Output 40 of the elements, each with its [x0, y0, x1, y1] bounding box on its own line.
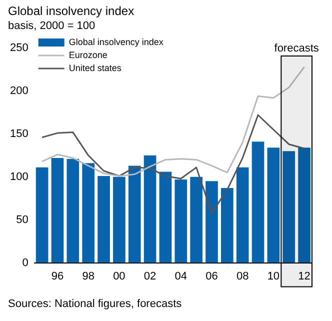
bar: [190, 176, 202, 263]
bar: [98, 176, 110, 263]
bar: [174, 179, 188, 263]
y-tick-label: 0: [22, 256, 28, 269]
x-tick-label: 04: [174, 270, 188, 282]
bar: [66, 158, 80, 263]
y-tick-label: 50: [16, 214, 28, 226]
y-tick-label: 150: [10, 128, 28, 140]
y-tick-label: 250: [10, 42, 28, 54]
bar: [282, 151, 296, 263]
source-note: Sources: National figures, forecasts: [8, 298, 182, 310]
bar: [82, 163, 95, 263]
x-tick-label: 00: [113, 270, 126, 282]
x-tick-label: 06: [206, 270, 218, 282]
x-tick-label: 02: [144, 270, 156, 282]
legend-label: Eurozone: [68, 50, 108, 60]
bar: [267, 148, 280, 263]
bar: [36, 167, 48, 263]
x-tick-label: 10: [267, 270, 280, 282]
chart-subtitle: basis, 2000 = 100: [8, 20, 96, 32]
x-tick-label: 96: [51, 270, 64, 282]
bar: [128, 166, 141, 263]
y-tick-label: 200: [10, 84, 28, 97]
bar: [220, 188, 234, 263]
bar: [236, 167, 249, 263]
bar: [206, 181, 218, 263]
chart-title: Global insolvency index: [8, 4, 134, 18]
bar: [51, 158, 64, 263]
bar: [144, 155, 156, 263]
x-tick-label: 12: [298, 270, 310, 282]
x-tick-label: 08: [236, 270, 249, 282]
bar: [298, 148, 310, 263]
legend-label: Global insolvency index: [68, 36, 164, 47]
bar: [159, 172, 172, 263]
bar: [252, 142, 264, 263]
x-tick-label: 98: [82, 270, 94, 282]
y-tick-label: 100: [10, 170, 28, 183]
legend-label: United states: [68, 62, 122, 73]
bar: [113, 176, 126, 263]
band-label: forecasts: [274, 42, 320, 55]
